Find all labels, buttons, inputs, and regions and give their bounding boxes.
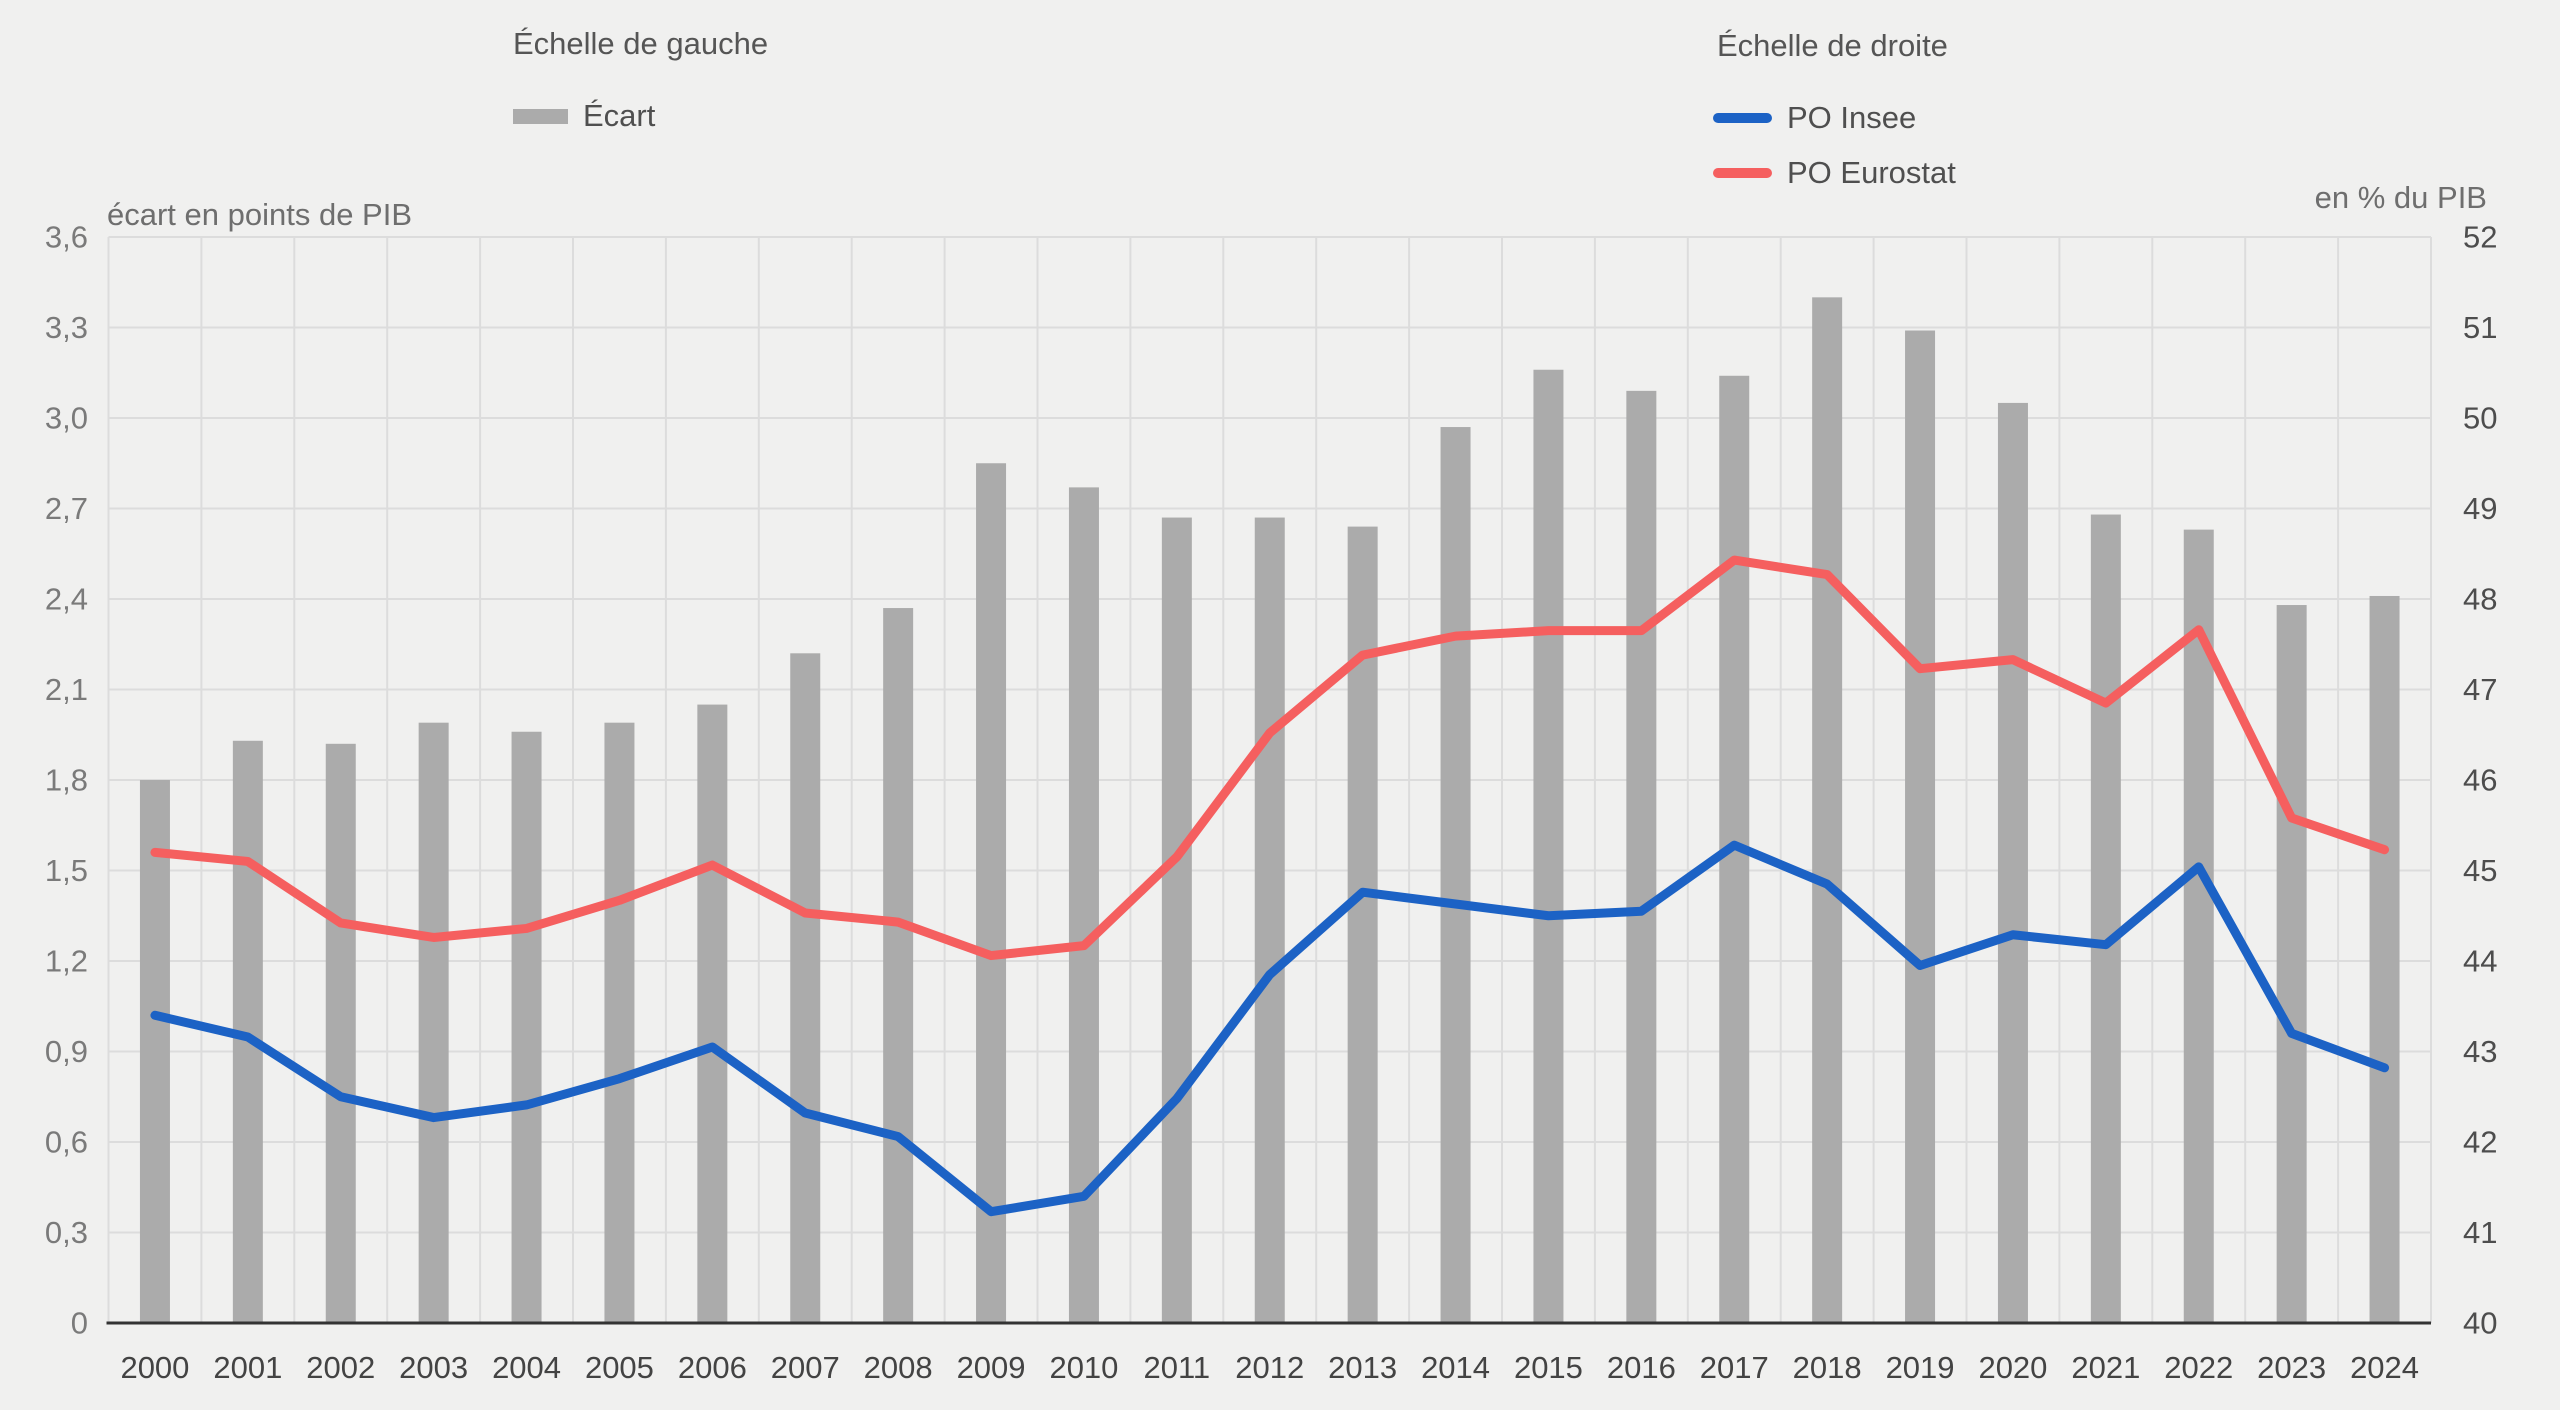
year-label-2020: 2020 [1978, 1350, 2047, 1385]
year-label-2016: 2016 [1607, 1350, 1676, 1385]
year-label-2018: 2018 [1793, 1350, 1862, 1385]
left-tick-label: 3,0 [45, 401, 88, 436]
year-label-2017: 2017 [1700, 1350, 1769, 1385]
bar-2020 [1997, 402, 2028, 1324]
bar-2004 [511, 731, 542, 1323]
year-label-2004: 2004 [492, 1350, 561, 1385]
bar-2009 [976, 463, 1007, 1323]
po-insee-label: PO Insee [1787, 100, 1917, 135]
legend-right: Échelle de droite PO Insee PO Eurostat [1713, 28, 2173, 198]
left-tick-label: 0 [71, 1306, 88, 1341]
bar-2012 [1254, 517, 1285, 1323]
year-label-2000: 2000 [120, 1350, 189, 1385]
year-label-2022: 2022 [2164, 1350, 2233, 1385]
right-tick-label: 52 [2463, 220, 2497, 255]
year-label-2010: 2010 [1049, 1350, 1118, 1385]
left-tick-label: 1,8 [45, 763, 88, 798]
bar-2013 [1347, 526, 1378, 1323]
left-tick-label: 3,3 [45, 310, 88, 345]
year-label-2007: 2007 [771, 1350, 840, 1385]
bar-2023 [2276, 605, 2307, 1323]
bar-2008 [883, 608, 914, 1323]
po-eurostat-label: PO Eurostat [1787, 155, 1956, 190]
year-label-2014: 2014 [1421, 1350, 1490, 1385]
left-tick-label: 0,9 [45, 1034, 88, 1069]
year-label-2013: 2013 [1328, 1350, 1397, 1385]
year-label-2006: 2006 [678, 1350, 747, 1385]
po-insee-line-swatch [1713, 113, 1772, 123]
right-tick-label: 45 [2463, 853, 2497, 888]
legend-right-title: Échelle de droite [1717, 28, 1948, 63]
left-tick-label: 0,6 [45, 1125, 88, 1160]
bar-2021 [2090, 514, 2121, 1323]
po-eurostat-line-swatch [1713, 168, 1772, 178]
bar-2015 [1533, 369, 1564, 1323]
right-tick-label: 41 [2463, 1215, 2497, 1250]
year-label-2011: 2011 [1144, 1350, 1211, 1385]
right-axis-unit-label: en % du PIB [2314, 180, 2487, 215]
bar-2005 [604, 722, 635, 1323]
right-tick-label: 42 [2463, 1125, 2497, 1160]
legend-item-po-eurostat: PO Eurostat [1713, 155, 1956, 191]
left-tick-label: 2,4 [45, 582, 88, 617]
year-label-2005: 2005 [585, 1350, 654, 1385]
year-label-2002: 2002 [306, 1350, 375, 1385]
year-label-2003: 2003 [399, 1350, 468, 1385]
bar-2019 [1905, 330, 1936, 1323]
ecart-bar-swatch [513, 108, 568, 124]
bar-2002 [325, 743, 356, 1323]
right-tick-label: 43 [2463, 1034, 2497, 1069]
left-tick-label: 2,7 [45, 491, 88, 526]
year-label-2024: 2024 [2350, 1350, 2419, 1385]
bar-2022 [2183, 529, 2214, 1323]
right-tick-label: 51 [2463, 310, 2497, 345]
year-label-2009: 2009 [957, 1350, 1026, 1385]
right-tick-label: 48 [2463, 582, 2497, 617]
legend-item-ecart: Écart [513, 98, 655, 134]
legend-left: Échelle de gauche Écart [513, 26, 933, 136]
year-label-2021: 2021 [2071, 1350, 2140, 1385]
legend-left-title: Échelle de gauche [513, 26, 769, 61]
year-label-2008: 2008 [864, 1350, 933, 1385]
po-insee-line [150, 840, 2390, 1217]
left-tick-label: 2,1 [45, 672, 88, 707]
bar-2014 [1440, 427, 1471, 1323]
right-tick-label: 44 [2463, 944, 2497, 979]
right-tick-label: 50 [2463, 401, 2497, 436]
right-tick-label: 46 [2463, 763, 2497, 798]
left-tick-label: 0,3 [45, 1215, 88, 1250]
right-tick-label: 49 [2463, 491, 2497, 526]
bar-2018 [1812, 297, 1843, 1323]
legend-item-po-insee: PO Insee [1713, 100, 1916, 136]
year-label-2015: 2015 [1514, 1350, 1583, 1385]
bar-2000 [139, 780, 170, 1323]
left-tick-label: 1,2 [45, 944, 88, 979]
bar-2007 [790, 653, 821, 1323]
right-tick-label: 40 [2463, 1306, 2497, 1341]
year-label-2012: 2012 [1235, 1350, 1304, 1385]
year-label-2023: 2023 [2257, 1350, 2326, 1385]
year-label-2019: 2019 [1886, 1350, 1955, 1385]
bar-2011 [1161, 517, 1192, 1323]
bar-2003 [418, 722, 449, 1323]
right-tick-label: 47 [2463, 672, 2497, 707]
left-tick-label: 3,6 [45, 220, 88, 255]
bar-2016 [1626, 390, 1657, 1324]
bar-2024 [2369, 595, 2400, 1323]
po-eurostat-line [150, 555, 2390, 961]
left-tick-label: 1,5 [45, 853, 88, 888]
bar-2006 [697, 704, 728, 1323]
year-label-2001: 2001 [213, 1350, 282, 1385]
left-axis-unit-label: écart en points de PIB [107, 197, 413, 232]
ecart-label: Écart [583, 98, 656, 133]
